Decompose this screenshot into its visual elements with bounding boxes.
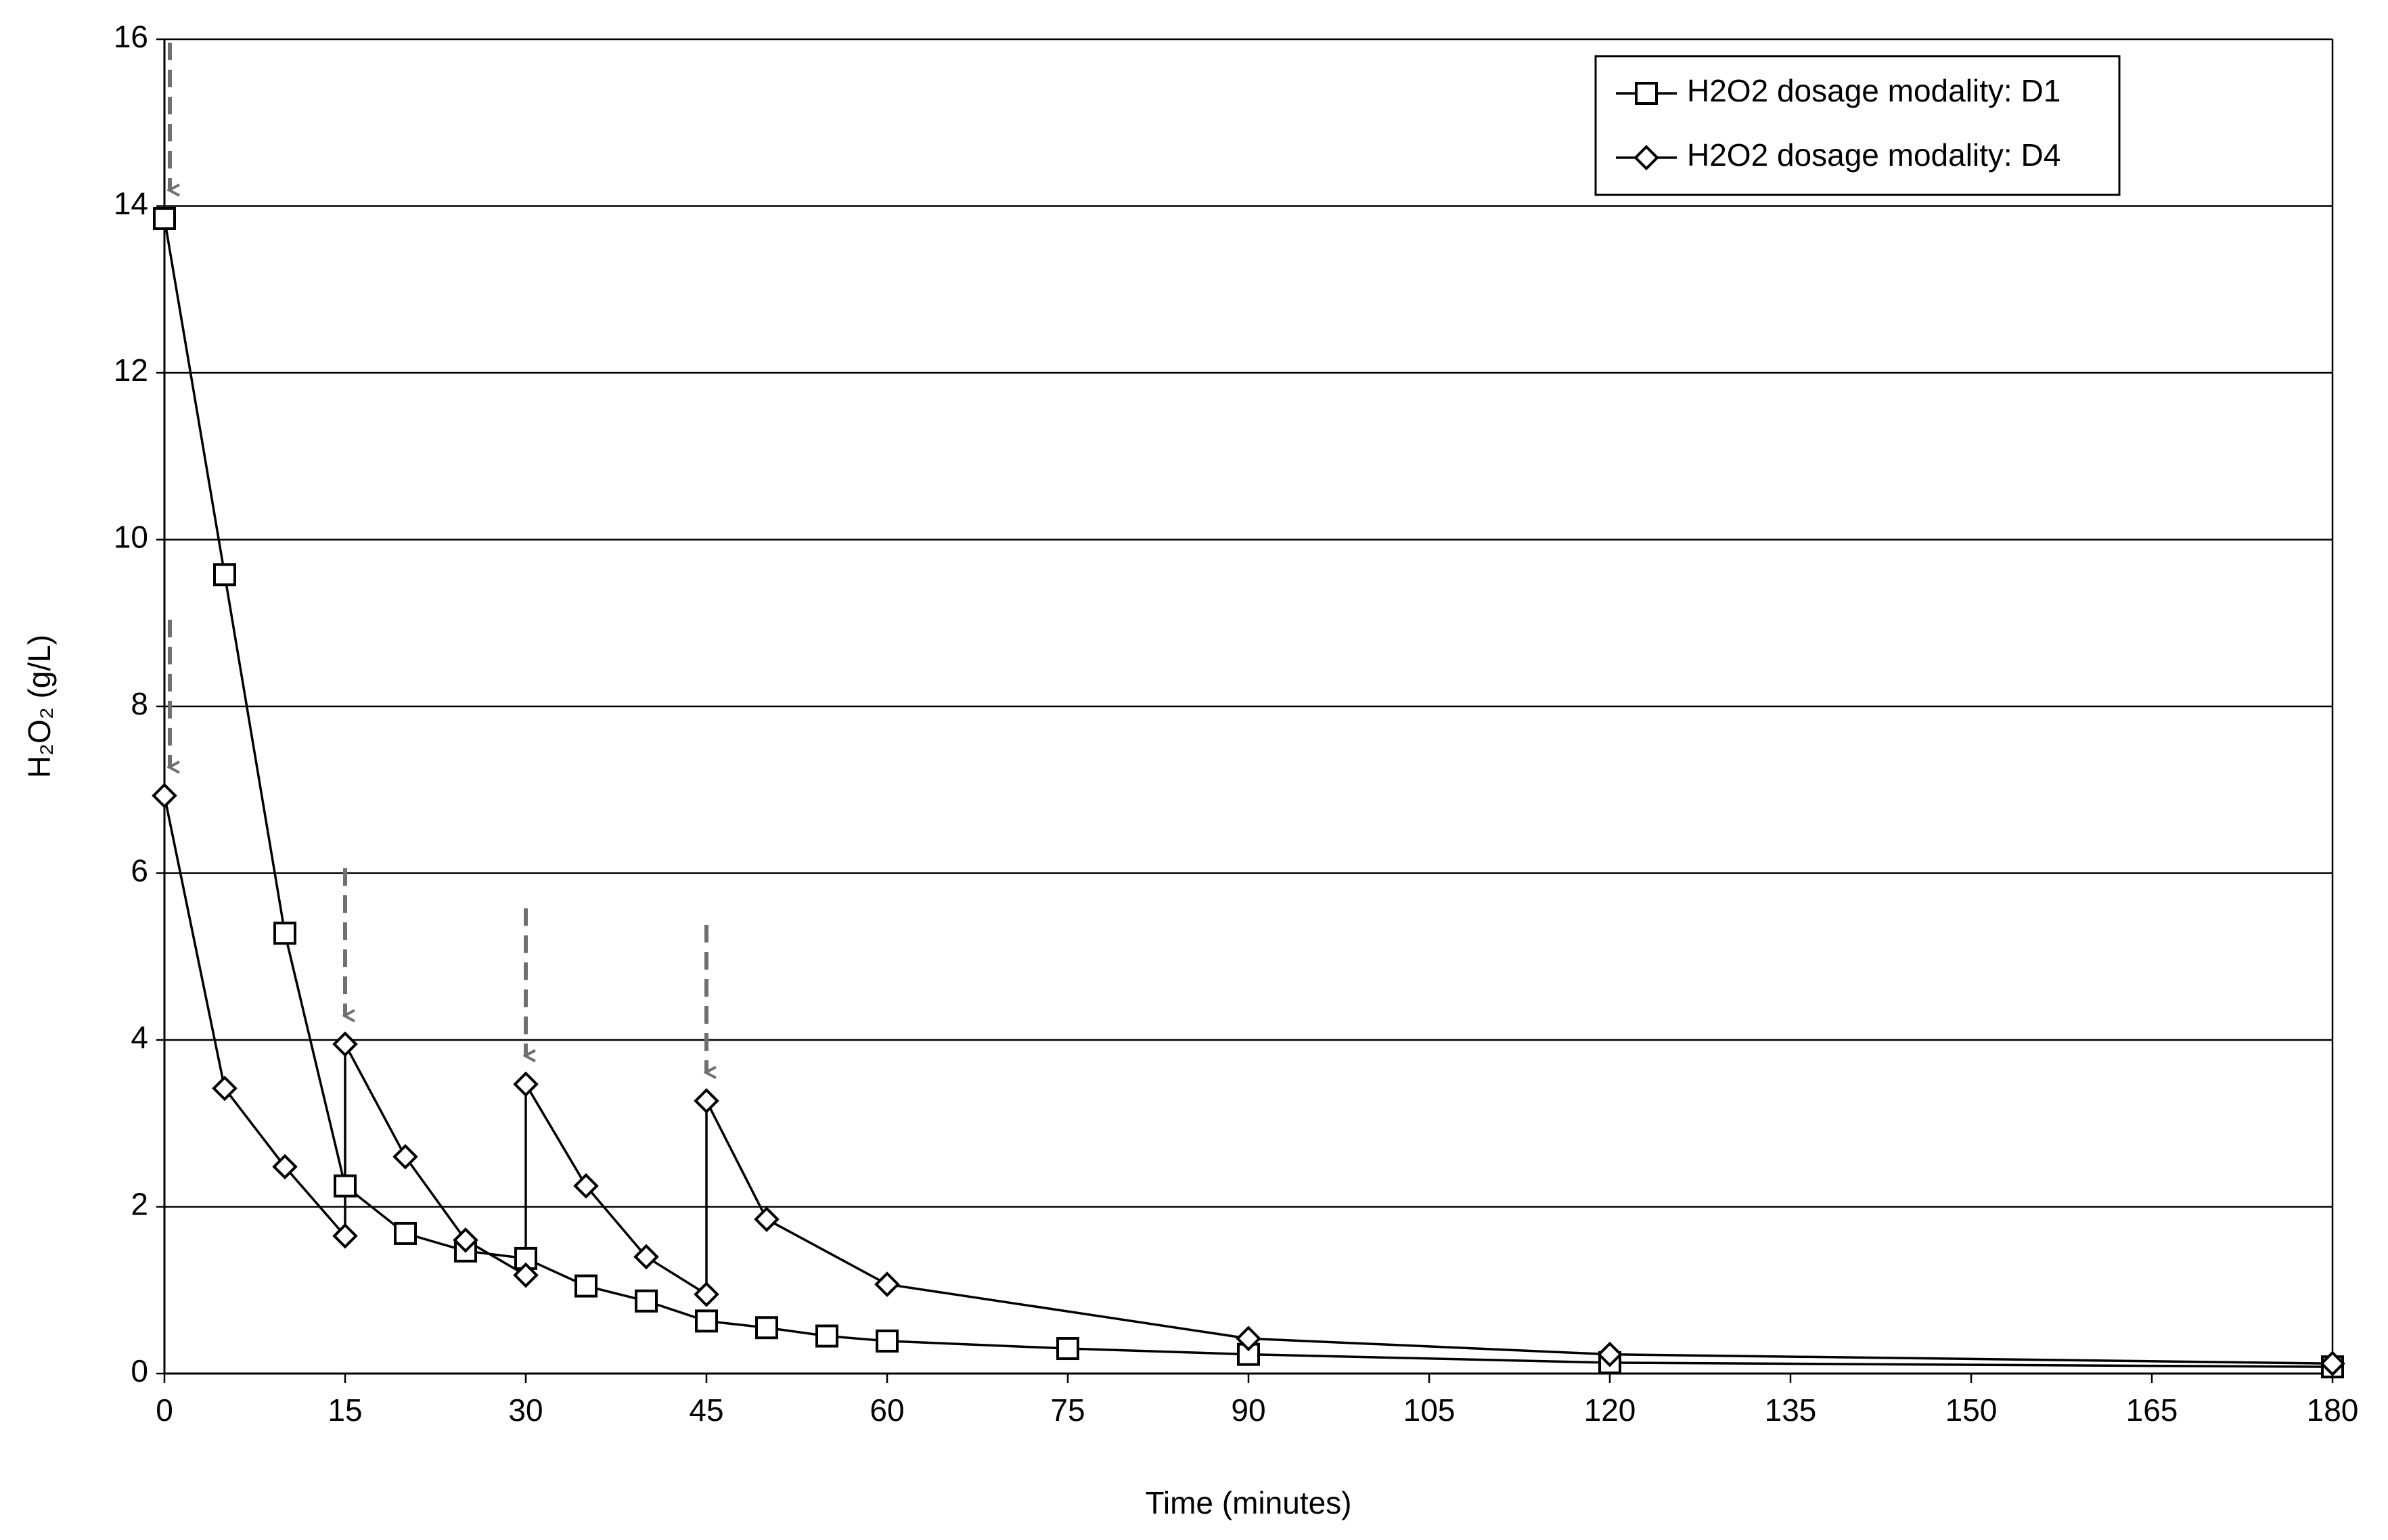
marker (513, 1262, 539, 1288)
marker (694, 1088, 719, 1114)
x-tick-label: 15 (328, 1392, 362, 1428)
legend-marker (1635, 82, 1658, 105)
marker (392, 1143, 418, 1170)
marker (213, 563, 236, 587)
series-line (163, 218, 2333, 1368)
marker (332, 1223, 358, 1249)
legend-marker (1634, 145, 1659, 171)
y-tick-label: 8 (131, 686, 148, 721)
marker (1597, 1341, 1623, 1367)
x-tick-label: 180 (2307, 1392, 2359, 1428)
x-axis-title: Time (minutes) (1146, 1485, 1352, 1520)
x-tick-label: 0 (156, 1392, 173, 1428)
x-tick-label: 30 (508, 1392, 543, 1428)
x-tick-label: 135 (1765, 1392, 1817, 1428)
y-tick-label: 14 (114, 186, 148, 221)
marker (453, 1227, 478, 1253)
series-line (163, 795, 2333, 1365)
marker (1236, 1326, 1261, 1352)
marker (332, 1031, 358, 1057)
marker (754, 1206, 780, 1232)
marker (815, 1324, 838, 1348)
marker (334, 1174, 357, 1198)
marker (876, 1329, 899, 1353)
marker (874, 1271, 900, 1297)
marker (513, 1071, 539, 1097)
y-tick-label: 16 (114, 19, 148, 54)
marker (273, 922, 296, 945)
x-tick-label: 75 (1050, 1392, 1085, 1428)
x-tick-label: 120 (1584, 1392, 1636, 1428)
y-tick-label: 6 (131, 853, 148, 888)
marker (633, 1244, 659, 1270)
marker (153, 206, 176, 230)
x-tick-label: 150 (1945, 1392, 1998, 1428)
marker (272, 1154, 298, 1180)
marker (695, 1309, 718, 1333)
y-axis-title: H₂O₂ (g/L) (22, 635, 57, 778)
marker (152, 783, 177, 809)
x-tick-label: 105 (1403, 1392, 1456, 1428)
x-tick-label: 60 (870, 1392, 904, 1428)
marker (394, 1221, 417, 1245)
marker (755, 1316, 778, 1340)
y-tick-label: 4 (131, 1020, 148, 1055)
legend-label: H2O2 dosage modality: D4 (1687, 137, 2060, 173)
x-tick-label: 90 (1231, 1392, 1265, 1428)
x-tick-label: 165 (2126, 1392, 2178, 1428)
marker (635, 1289, 658, 1313)
x-tick-label: 45 (689, 1392, 723, 1428)
legend-box (1594, 55, 2121, 196)
y-tick-label: 10 (114, 520, 148, 555)
y-tick-label: 12 (114, 353, 148, 388)
marker (2320, 1351, 2345, 1377)
legend-label: H2O2 dosage modality: D1 (1687, 73, 2060, 108)
marker (575, 1274, 598, 1298)
y-tick-label: 0 (131, 1353, 148, 1388)
marker (573, 1173, 599, 1199)
marker (694, 1282, 719, 1307)
marker (1056, 1337, 1079, 1361)
marker (212, 1075, 238, 1102)
y-tick-label: 2 (131, 1187, 148, 1222)
